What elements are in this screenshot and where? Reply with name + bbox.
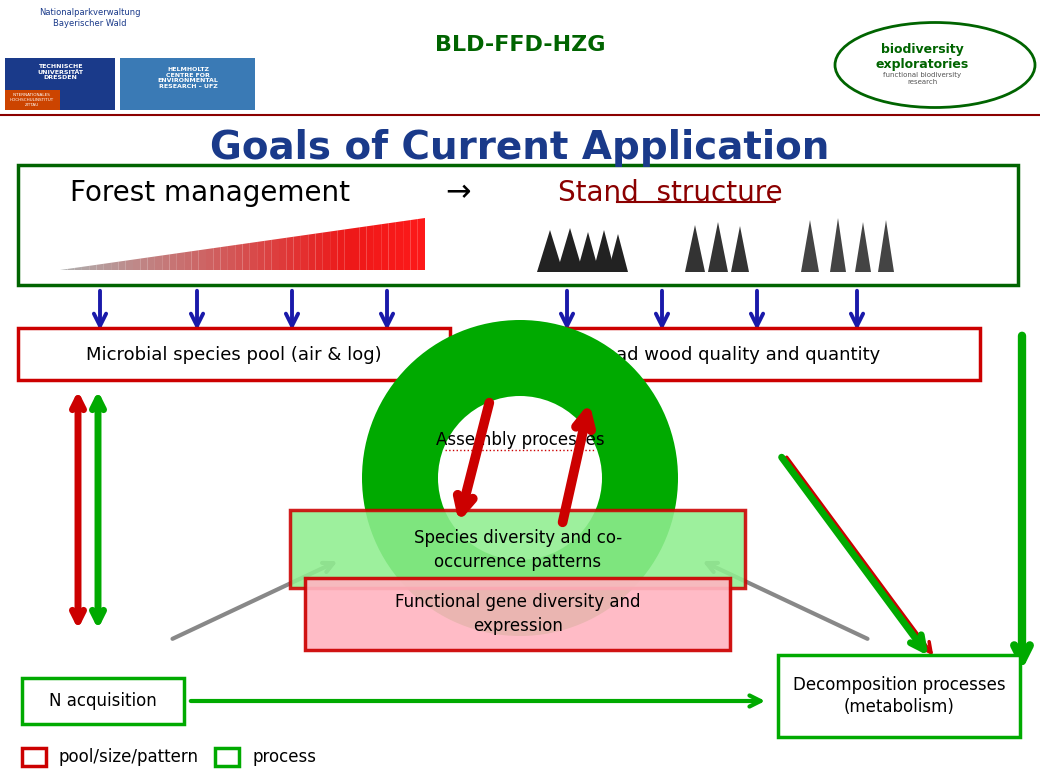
Polygon shape	[126, 260, 133, 270]
Polygon shape	[389, 222, 396, 270]
Polygon shape	[206, 248, 213, 270]
Polygon shape	[271, 239, 279, 270]
Polygon shape	[235, 244, 242, 270]
Text: functional biodiversity
research: functional biodiversity research	[883, 71, 961, 84]
Text: Dead wood quality and quantity: Dead wood quality and quantity	[592, 346, 881, 364]
Polygon shape	[97, 264, 104, 270]
Polygon shape	[731, 226, 749, 272]
Polygon shape	[60, 269, 68, 270]
Polygon shape	[418, 218, 425, 270]
Polygon shape	[708, 222, 728, 272]
Polygon shape	[293, 236, 301, 270]
Polygon shape	[75, 267, 82, 270]
Polygon shape	[199, 250, 206, 270]
Polygon shape	[250, 242, 257, 270]
Text: TECHNISCHE
UNIVERSITÄT
DRESDEN: TECHNISCHE UNIVERSITÄT DRESDEN	[37, 64, 83, 81]
Polygon shape	[301, 235, 308, 270]
Polygon shape	[396, 221, 404, 270]
Polygon shape	[411, 219, 418, 270]
FancyBboxPatch shape	[22, 748, 46, 766]
Polygon shape	[242, 243, 250, 270]
FancyBboxPatch shape	[215, 748, 239, 766]
FancyBboxPatch shape	[18, 165, 1018, 285]
Text: Functional gene diversity and
expression: Functional gene diversity and expression	[395, 593, 641, 635]
Polygon shape	[111, 262, 119, 270]
Polygon shape	[133, 259, 140, 270]
Polygon shape	[140, 257, 148, 270]
Polygon shape	[104, 263, 111, 270]
Polygon shape	[322, 232, 330, 270]
Polygon shape	[557, 228, 583, 272]
Text: →: →	[445, 178, 471, 208]
Text: Decomposition processes
(metabolism): Decomposition processes (metabolism)	[792, 676, 1006, 716]
FancyBboxPatch shape	[778, 655, 1020, 737]
Polygon shape	[608, 234, 628, 272]
Polygon shape	[228, 245, 235, 270]
Polygon shape	[148, 257, 155, 270]
Polygon shape	[878, 220, 894, 272]
Text: Assembly processes: Assembly processes	[436, 431, 604, 449]
Polygon shape	[82, 266, 89, 270]
Text: biodiversity
exploratories: biodiversity exploratories	[876, 43, 968, 71]
Text: N acquisition: N acquisition	[49, 692, 157, 710]
Text: Species diversity and co-
occurrence patterns: Species diversity and co- occurrence pat…	[414, 529, 622, 571]
FancyBboxPatch shape	[18, 328, 450, 380]
Polygon shape	[308, 233, 315, 270]
Polygon shape	[286, 236, 293, 270]
Polygon shape	[593, 230, 615, 272]
Polygon shape	[830, 218, 846, 272]
FancyBboxPatch shape	[305, 578, 730, 650]
Polygon shape	[279, 238, 286, 270]
Polygon shape	[685, 225, 705, 272]
Ellipse shape	[835, 22, 1035, 108]
Polygon shape	[315, 232, 322, 270]
Polygon shape	[155, 256, 162, 270]
Polygon shape	[855, 222, 872, 272]
Polygon shape	[330, 230, 337, 270]
FancyBboxPatch shape	[492, 328, 980, 380]
Polygon shape	[359, 226, 366, 270]
FancyBboxPatch shape	[5, 90, 60, 110]
Polygon shape	[404, 220, 411, 270]
Polygon shape	[352, 227, 359, 270]
FancyBboxPatch shape	[5, 58, 115, 110]
Text: BLD-FFD-HZG: BLD-FFD-HZG	[435, 35, 605, 55]
FancyBboxPatch shape	[120, 58, 255, 110]
Polygon shape	[170, 253, 177, 270]
Polygon shape	[366, 226, 374, 270]
Text: Stand  structure: Stand structure	[557, 179, 782, 207]
Polygon shape	[213, 247, 220, 270]
Polygon shape	[177, 253, 184, 270]
Polygon shape	[257, 241, 264, 270]
Text: Forest management: Forest management	[70, 179, 350, 207]
Polygon shape	[337, 229, 344, 270]
Polygon shape	[264, 239, 271, 270]
Circle shape	[362, 320, 678, 636]
Polygon shape	[119, 260, 126, 270]
Polygon shape	[344, 229, 352, 270]
Polygon shape	[68, 268, 75, 270]
Polygon shape	[537, 230, 563, 272]
Polygon shape	[801, 220, 820, 272]
Polygon shape	[184, 251, 191, 270]
Polygon shape	[382, 223, 389, 270]
Polygon shape	[577, 232, 599, 272]
Text: INTERNATIONALES
HOCHSCHULINSTITUT
ZITTAU: INTERNATIONALES HOCHSCHULINSTITUT ZITTAU	[9, 94, 54, 107]
Polygon shape	[374, 224, 382, 270]
FancyBboxPatch shape	[290, 510, 745, 588]
Polygon shape	[191, 250, 199, 270]
Text: Microbial species pool (air & log): Microbial species pool (air & log)	[86, 346, 382, 364]
Text: Goals of Current Application: Goals of Current Application	[210, 129, 830, 167]
Text: Nationalparkverwaltung
Bayerischer Wald: Nationalparkverwaltung Bayerischer Wald	[40, 9, 140, 28]
Text: HELMHOLTZ
CENTRE FOR
ENVIRONMENTAL
RESEARCH – UFZ: HELMHOLTZ CENTRE FOR ENVIRONMENTAL RESEA…	[158, 67, 218, 89]
Text: process: process	[252, 748, 316, 766]
Text: pool/size/pattern: pool/size/pattern	[58, 748, 198, 766]
Circle shape	[438, 396, 602, 560]
Polygon shape	[89, 265, 97, 270]
Polygon shape	[220, 246, 228, 270]
Polygon shape	[162, 254, 170, 270]
FancyBboxPatch shape	[22, 678, 184, 724]
